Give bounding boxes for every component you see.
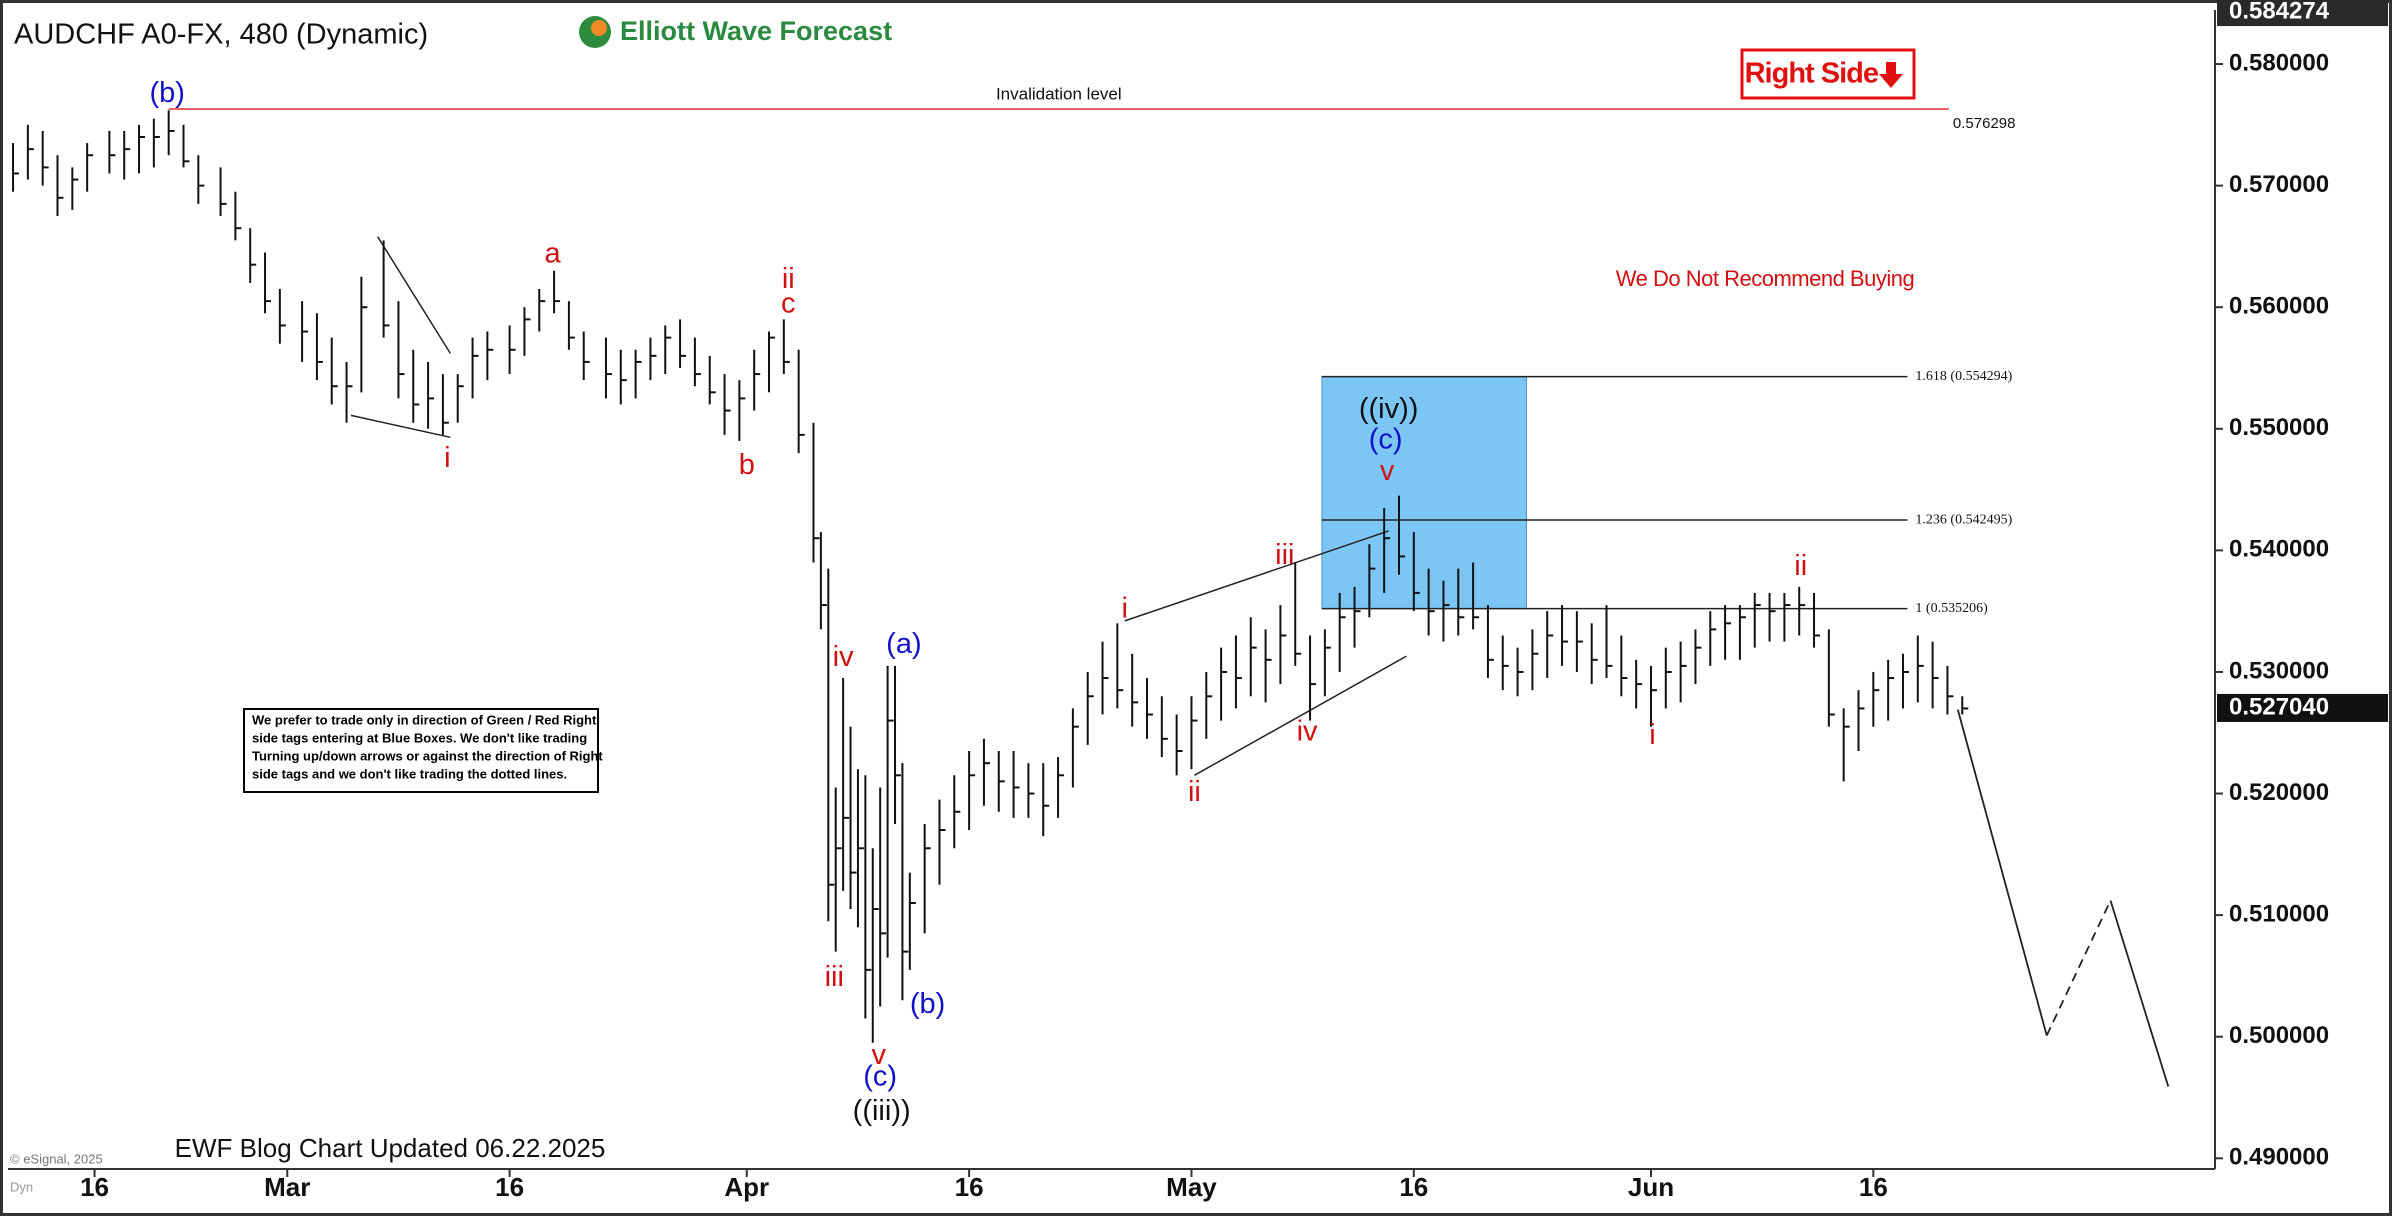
y-tick-label: 0.560000 <box>2229 293 2329 320</box>
note-line: We prefer to trade only in direction of … <box>252 712 597 727</box>
wave-label: ii <box>782 263 795 295</box>
x-tick-label: 16 <box>80 1172 109 1202</box>
x-tick-label: Jun <box>1628 1172 1674 1202</box>
wave-label: v <box>871 1039 886 1071</box>
warning-text: We Do Not Recommend Buying <box>1616 266 1914 291</box>
note-lines: We prefer to trade only in direction of … <box>252 712 603 781</box>
top-price-label: 0.584274 <box>2229 0 2330 24</box>
wave-label: i <box>1122 593 1128 625</box>
x-tick-label: Apr <box>724 1172 769 1202</box>
x-tick-label: Mar <box>264 1172 310 1202</box>
wave-label: c <box>781 287 796 319</box>
fib-label: 1 (0.535206) <box>1915 601 1988 616</box>
wave-label: iv <box>833 641 854 673</box>
wave-label: ((iv)) <box>1359 393 1419 425</box>
trendline <box>377 236 451 354</box>
fib-label: 1.618 (0.554294) <box>1915 369 2012 384</box>
y-tick-label: 0.570000 <box>2229 171 2329 198</box>
invalidation-text: Invalidation level <box>996 85 1122 104</box>
tag-text: Right Side <box>1745 58 1879 90</box>
y-tick-label: 0.490000 <box>2229 1144 2329 1171</box>
wave-label: iii <box>1275 539 1294 571</box>
note-box <box>243 708 599 793</box>
x-tick-label: 16 <box>1399 1172 1428 1202</box>
note-line: side tags entering at Blue Boxes. We don… <box>252 730 587 745</box>
fib-label: 1.236 (0.542495) <box>1915 512 2012 527</box>
wave-label: b <box>739 449 755 481</box>
wave-label: ((iii)) <box>853 1095 911 1127</box>
logo-text: Elliott Wave Forecast <box>620 16 892 46</box>
x-tick-label: 16 <box>1859 1172 1888 1202</box>
note-line: Turning up/down arrows or against the di… <box>252 748 603 763</box>
trendline <box>1124 530 1389 622</box>
last-price-box <box>2217 693 2388 722</box>
wave-label: (b) <box>149 77 184 109</box>
wave-label: a <box>545 238 562 270</box>
last-price-label: 0.527040 <box>2229 693 2329 720</box>
y-tick-label: 0.540000 <box>2229 536 2329 563</box>
corner-label: Dyn <box>10 1179 33 1194</box>
y-tick-label: 0.530000 <box>2229 657 2329 684</box>
projection-segment <box>1956 709 2048 1036</box>
footer-text: EWF Blog Chart Updated 06.22.2025 <box>175 1133 606 1163</box>
wave-label: iii <box>825 961 844 993</box>
trendline <box>1194 655 1407 776</box>
copyright: © eSignal, 2025 <box>10 1151 103 1166</box>
wave-label: iv <box>1297 715 1318 747</box>
projection-segment <box>2045 900 2112 1036</box>
y-tick-label: 0.520000 <box>2229 779 2329 806</box>
trendline <box>350 414 451 439</box>
wave-label: i <box>1649 719 1655 751</box>
logo-icon-inner <box>591 20 607 36</box>
x-tick-label: 16 <box>955 1172 984 1202</box>
y-tick-label: 0.580000 <box>2229 49 2329 76</box>
y-tick-label: 0.550000 <box>2229 414 2329 441</box>
invalidation-value: 0.576298 <box>1953 115 2016 132</box>
top-price-box <box>2217 0 2388 27</box>
note-line: side tags and we don't like trading the … <box>252 766 567 781</box>
wave-label: (b) <box>910 988 945 1020</box>
y-tick-label: 0.510000 <box>2229 900 2329 927</box>
wave-label: ii <box>1188 776 1201 808</box>
tag-arrow <box>1879 62 1903 88</box>
chart-title: AUDCHF A0-FX, 480 (Dynamic) <box>14 19 428 51</box>
blue-box <box>1321 376 1527 610</box>
x-tick-label: 16 <box>495 1172 524 1202</box>
y-tick-label: 0.500000 <box>2229 1022 2329 1049</box>
wave-label: (c) <box>863 1061 897 1093</box>
wave-label: v <box>1380 455 1395 487</box>
projection-segment <box>2109 900 2170 1087</box>
wave-label: ii <box>1794 550 1807 582</box>
x-tick-label: May <box>1166 1172 1217 1202</box>
wave-label: (c) <box>1369 424 1403 456</box>
wave-label: i <box>444 442 450 474</box>
wave-label: (a) <box>886 628 921 660</box>
